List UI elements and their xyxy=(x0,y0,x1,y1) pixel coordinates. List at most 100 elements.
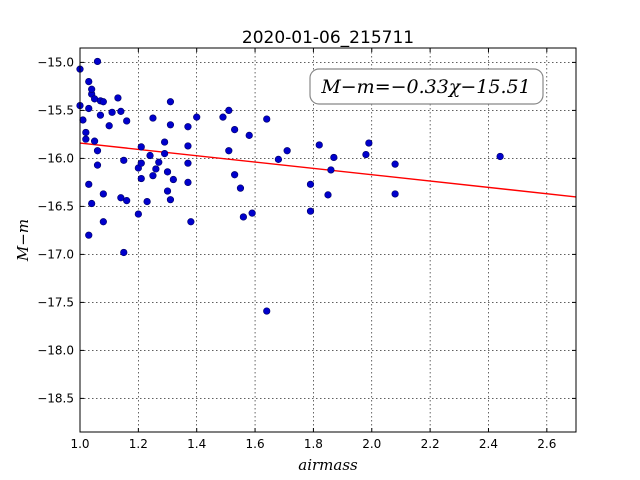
y-tick-label: −17.0 xyxy=(37,247,74,261)
data-point xyxy=(85,77,93,86)
data-point xyxy=(88,85,96,93)
data-point xyxy=(85,104,93,113)
data-point xyxy=(155,158,163,166)
data-point xyxy=(105,122,113,130)
data-point xyxy=(263,307,271,315)
data-point xyxy=(225,147,233,155)
data-point xyxy=(327,166,335,174)
equation-text: M−m=−0.33χ−15.51 xyxy=(320,76,530,98)
data-point xyxy=(496,152,504,161)
data-point xyxy=(169,175,177,184)
data-point xyxy=(134,210,142,218)
plot-area xyxy=(80,48,576,432)
x-tick-label: 2.2 xyxy=(421,437,440,451)
data-point xyxy=(274,155,283,163)
data-point xyxy=(362,150,370,159)
data-point xyxy=(117,194,125,202)
data-point xyxy=(120,156,128,164)
data-point xyxy=(365,139,373,147)
data-point xyxy=(137,159,145,167)
y-axis-label: M−m xyxy=(14,219,32,262)
data-point xyxy=(184,159,192,167)
data-point xyxy=(163,168,172,176)
x-tick-label: 2.0 xyxy=(362,437,381,451)
data-point xyxy=(283,147,291,155)
data-points xyxy=(76,57,504,315)
data-point xyxy=(161,138,169,146)
data-point xyxy=(143,198,151,206)
data-point xyxy=(149,114,157,122)
data-point xyxy=(306,207,315,215)
data-point xyxy=(236,184,245,192)
data-point xyxy=(193,113,201,121)
data-point xyxy=(82,135,90,143)
data-point xyxy=(137,174,145,183)
data-point xyxy=(99,190,107,198)
x-tick-label: 2.4 xyxy=(479,437,498,451)
data-point xyxy=(79,116,87,124)
x-tick-label: 1.0 xyxy=(70,437,89,451)
x-axis-label: airmass xyxy=(298,456,358,474)
data-point xyxy=(163,187,172,195)
y-tick-label: −15.0 xyxy=(37,55,74,69)
data-point xyxy=(330,153,338,162)
data-point xyxy=(96,111,105,119)
data-point xyxy=(85,231,93,239)
y-tick-label: −17.5 xyxy=(37,295,74,309)
data-point xyxy=(245,131,253,139)
data-point xyxy=(166,98,175,106)
x-tick-label: 1.6 xyxy=(246,437,265,451)
data-point xyxy=(391,160,399,168)
data-point xyxy=(93,161,102,169)
y-tick-label: −16.0 xyxy=(37,151,74,165)
data-point xyxy=(187,218,195,226)
data-point xyxy=(123,197,131,205)
data-point xyxy=(225,106,233,114)
data-point xyxy=(149,172,157,180)
data-point xyxy=(117,107,125,115)
y-tick-label: −18.0 xyxy=(37,343,74,357)
data-point xyxy=(184,142,192,150)
y-tick-label: −18.5 xyxy=(37,391,74,405)
x-tick-label: 2.6 xyxy=(537,437,556,451)
data-point xyxy=(184,178,192,186)
data-point xyxy=(239,213,247,221)
data-point xyxy=(120,248,128,257)
axis-ticks: 1.0 1.2 1.4 1.6 1.8 2.0 2.2 2.4 2.6 −15.0 −15.5 −16… xyxy=(37,48,576,451)
y-tick-label: −15.5 xyxy=(37,103,74,117)
x-tick-label: 1.4 xyxy=(187,437,206,451)
data-point xyxy=(324,191,332,199)
data-point xyxy=(99,98,107,106)
data-point xyxy=(231,126,239,134)
data-point xyxy=(166,121,175,129)
x-tick-label: 1.8 xyxy=(304,437,323,451)
x-tick-label: 1.2 xyxy=(129,437,148,451)
data-point xyxy=(391,190,399,198)
data-point xyxy=(88,199,96,208)
data-point xyxy=(85,180,93,188)
data-point xyxy=(152,165,160,173)
data-point xyxy=(114,94,122,102)
data-point xyxy=(219,113,227,121)
data-point xyxy=(146,151,154,160)
data-point xyxy=(184,123,192,131)
data-point xyxy=(137,143,145,151)
data-point xyxy=(306,180,315,188)
y-tick-label: −16.5 xyxy=(37,199,74,213)
grid-lines xyxy=(79,48,576,432)
data-point xyxy=(123,117,131,125)
data-point xyxy=(263,115,271,123)
data-point xyxy=(99,218,107,226)
data-point xyxy=(315,141,323,149)
data-point xyxy=(161,150,169,158)
data-point xyxy=(248,209,256,217)
data-point xyxy=(82,128,90,137)
data-point xyxy=(90,137,99,145)
data-point xyxy=(231,171,239,179)
chart-title: 2020-01-06_215711 xyxy=(242,28,414,48)
plot-frame xyxy=(79,47,577,433)
equation-box: M−m=−0.33χ−15.51 xyxy=(309,68,544,105)
data-point xyxy=(166,196,175,204)
data-point xyxy=(93,57,102,66)
